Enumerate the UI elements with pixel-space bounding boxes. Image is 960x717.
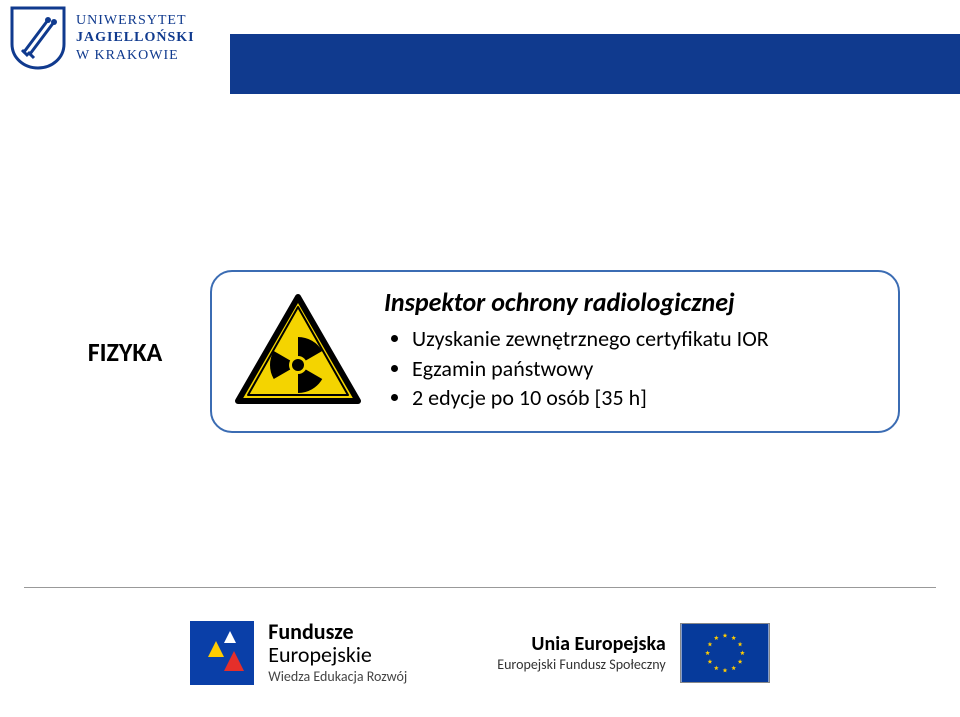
fundusze-block: Fundusze Europejskie Wiedza Edukacja Roz…: [190, 620, 407, 685]
university-line3: W KRAKOWIE: [76, 47, 195, 65]
section-label: FIZYKA: [60, 336, 190, 368]
header: UNIWERSYTET JAGIELLOŃSKI W KRAKOWIE: [0, 0, 960, 100]
fe-line3: Wiedza Edukacja Rozwój: [268, 668, 407, 685]
university-line1: UNIWERSYTET: [76, 12, 195, 30]
fe-line2: Europejskie: [268, 643, 407, 666]
university-line2: JAGIELLOŃSKI: [76, 29, 195, 47]
footer: Fundusze Europejskie Wiedza Edukacja Roz…: [24, 587, 936, 717]
bullet-item: Egzamin państwowy: [412, 354, 769, 384]
unia-block: Unia Europejska Europejski Fundusz Społe…: [497, 623, 770, 683]
university-name: UNIWERSYTET JAGIELLOŃSKI W KRAKOWIE: [76, 12, 195, 65]
bullet-item: 2 edycje po 10 osób [35 h]: [412, 383, 769, 413]
info-text: Inspektor ochrony radiologicznej Uzyskan…: [384, 286, 769, 413]
shield-icon: [10, 6, 66, 70]
eu-flag-icon: [680, 623, 770, 683]
content-row: FIZYKA Inspektor ochrony radiologicznej …: [60, 270, 900, 433]
card-bullets: Uzyskanie zewnętrznego certyfikatu IOR E…: [384, 324, 769, 413]
ue-line1: Unia Europejska: [497, 632, 666, 656]
info-card: Inspektor ochrony radiologicznej Uzyskan…: [210, 270, 900, 433]
fe-line1: Fundusze: [268, 620, 407, 643]
fundusze-text: Fundusze Europejskie Wiedza Edukacja Roz…: [268, 620, 407, 685]
bullet-item: Uzyskanie zewnętrznego certyfikatu IOR: [412, 324, 769, 354]
radiation-icon: [234, 293, 362, 407]
card-title: Inspektor ochrony radiologicznej: [384, 286, 769, 318]
header-bar: [230, 34, 960, 94]
fundusze-logo-icon: [190, 621, 254, 685]
ue-line2: Europejski Fundusz Społeczny: [497, 656, 666, 673]
unia-text: Unia Europejska Europejski Fundusz Społe…: [497, 632, 666, 673]
university-logo-block: UNIWERSYTET JAGIELLOŃSKI W KRAKOWIE: [10, 6, 195, 70]
